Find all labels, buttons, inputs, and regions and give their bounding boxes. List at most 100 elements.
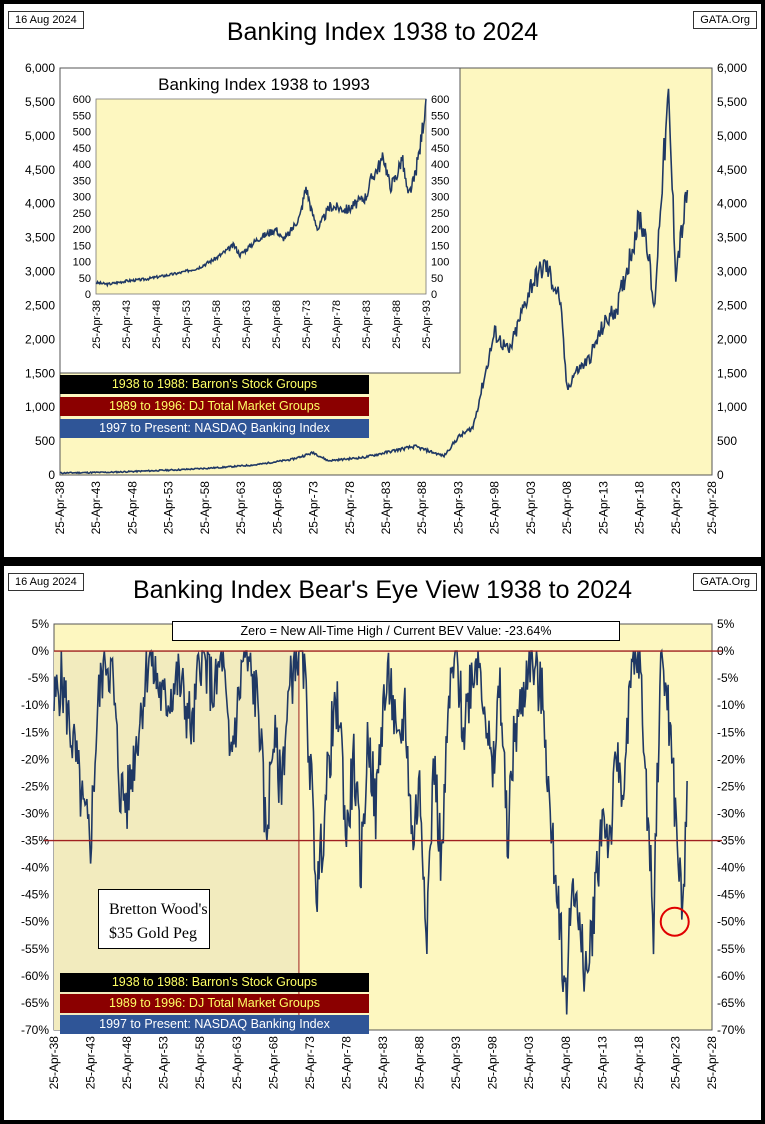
y-tick-label-left: 350 — [73, 175, 91, 187]
y-tick-label-right: -40% — [717, 861, 745, 875]
y-tick-label-right: 2,000 — [717, 332, 747, 346]
y-tick-label-right: 50 — [431, 273, 443, 285]
y-tick-label-right: -45% — [717, 888, 745, 902]
y-tick-label-left: 0% — [32, 644, 50, 658]
y-tick-label-left: 500 — [35, 434, 55, 448]
y-tick-label-right: 450 — [431, 143, 449, 155]
y-tick-label-right: 350 — [431, 175, 449, 187]
y-tick-label-right: 550 — [431, 110, 449, 122]
y-tick-label-left: 0 — [48, 468, 55, 482]
x-tick-label: 25-Apr-63 — [230, 1036, 244, 1090]
y-tick-label-right: 5% — [717, 617, 735, 631]
x-tick-label: 25-Apr-43 — [84, 1036, 98, 1090]
y-tick-label-left: -25% — [21, 779, 49, 793]
x-tick-label: 25-Apr-53 — [181, 300, 193, 349]
x-tick-label: 25-Apr-03 — [522, 1036, 536, 1090]
bottom-legend-nasdaq: 1997 to Present: NASDAQ Banking Index — [60, 1015, 369, 1034]
x-tick-label: 25-Apr-68 — [266, 1036, 280, 1090]
y-tick-label-left: -10% — [21, 698, 49, 712]
y-tick-label-right: 100 — [431, 257, 449, 269]
x-tick-label: 25-Apr-63 — [234, 481, 248, 535]
y-tick-label-right: -10% — [717, 698, 745, 712]
bretton-note-line2: $35 Gold Peg — [109, 925, 197, 942]
x-tick-label: 25-Apr-08 — [559, 1036, 573, 1090]
x-tick-label: 25-Apr-18 — [633, 481, 647, 535]
x-tick-label: 25-Apr-88 — [415, 481, 429, 535]
y-tick-label-left: 50 — [79, 273, 91, 285]
y-tick-label-left: 2,500 — [25, 298, 55, 312]
y-tick-label-left: 4,000 — [25, 197, 55, 211]
y-tick-label-left: -70% — [21, 1023, 49, 1037]
top-date-label: 16 Aug 2024 — [8, 11, 84, 29]
bottom-legend-barrons: 1938 to 1988: Barron's Stock Groups — [60, 973, 369, 992]
y-tick-label-left: 150 — [73, 240, 91, 252]
x-tick-label: 25-Apr-23 — [668, 1036, 682, 1090]
y-tick-label-right: 1,000 — [717, 400, 747, 414]
y-tick-label-left: -20% — [21, 752, 49, 766]
y-tick-label-left: -35% — [21, 834, 49, 848]
y-tick-label-right: 3,000 — [717, 265, 747, 279]
x-tick-label: 25-Apr-13 — [596, 481, 610, 535]
bretton-woods-note: Bretton Wood's $35 Gold Peg — [98, 889, 210, 949]
x-tick-label: 25-Apr-78 — [343, 481, 357, 535]
top-chart-title: Banking Index 1938 to 2024 — [226, 18, 539, 46]
y-tick-label-right: -55% — [717, 942, 745, 956]
y-tick-label-left: 2,000 — [25, 332, 55, 346]
top-chart-panel: 0 500 1,000 1,500 2,000 2,500 3,000 3,500 4,000 4… — [4, 4, 761, 557]
y-tick-label-left: -60% — [21, 969, 49, 983]
x-tick-label: 25-Apr-38 — [53, 481, 67, 535]
top-chart-svg: 0 500 1,000 1,500 2,000 2,500 3,000 3,500 4,000 4… — [25, 61, 747, 535]
x-tick-label: 25-Apr-93 — [421, 300, 433, 349]
y-tick-label-left: 200 — [73, 224, 91, 236]
y-tick-label-left: -50% — [21, 915, 49, 929]
y-tick-label-right: 4,000 — [717, 197, 747, 211]
bottom-legend-dj: 1989 to 1996: DJ Total Market Groups — [60, 994, 369, 1013]
y-tick-label-right: 500 — [717, 434, 737, 448]
y-tick-label-left: 4,500 — [25, 163, 55, 177]
x-tick-label: 25-Apr-93 — [449, 1036, 463, 1090]
x-tick-label: 25-Apr-98 — [486, 1036, 500, 1090]
y-tick-label-right: 4,500 — [717, 163, 747, 177]
x-tick-label: 25-Apr-58 — [211, 300, 223, 349]
y-tick-label-right: 0% — [717, 644, 735, 658]
bev-series-line — [53, 648, 688, 1015]
bottom-date-label: 16 Aug 2024 — [8, 573, 84, 591]
y-tick-label-right: 3,500 — [717, 231, 747, 245]
x-tick-label: 25-Apr-48 — [125, 481, 139, 535]
y-tick-label-left: -45% — [21, 888, 49, 902]
y-tick-label-left: -15% — [21, 725, 49, 739]
y-tick-label-right: 150 — [431, 240, 449, 252]
x-tick-label: 25-Apr-68 — [270, 481, 284, 535]
y-tick-label-left: -5% — [28, 671, 50, 685]
y-tick-label-left: 100 — [73, 257, 91, 269]
legend-dj: 1989 to 1996: DJ Total Market Groups — [60, 397, 369, 416]
y-tick-label-left: 250 — [73, 208, 91, 220]
y-tick-label-right: 6,000 — [717, 61, 747, 75]
y-tick-label-left: 500 — [73, 127, 91, 139]
y-tick-label-right: -70% — [717, 1023, 745, 1037]
y-tick-label-right: 1,500 — [717, 366, 747, 380]
y-tick-label-left: 300 — [73, 192, 91, 204]
y-tick-label-right: 5,000 — [717, 129, 747, 143]
y-tick-label-right: 400 — [431, 159, 449, 171]
x-tick-label: 25-Apr-13 — [595, 1036, 609, 1090]
x-tick-label: 25-Apr-23 — [669, 481, 683, 535]
x-tick-label: 25-Apr-68 — [271, 300, 283, 349]
y-tick-label-left: 5,000 — [25, 129, 55, 143]
y-tick-label-left: 5,500 — [25, 95, 55, 109]
x-tick-label: 25-Apr-73 — [301, 300, 313, 349]
x-tick-label: 25-Apr-28 — [705, 1036, 719, 1090]
x-tick-label: 25-Apr-28 — [705, 481, 719, 535]
y-tick-label-left: -65% — [21, 996, 49, 1010]
y-tick-label-right: 200 — [431, 224, 449, 236]
bottom-source-label: GATA.Org — [693, 573, 757, 591]
y-tick-label-left: 600 — [73, 94, 91, 106]
y-tick-label-left: 3,000 — [25, 265, 55, 279]
inset-series-line — [95, 98, 427, 288]
y-tick-label-right: -20% — [717, 752, 745, 766]
x-tick-label: 25-Apr-08 — [560, 481, 574, 535]
bottom-chart-panel: 5% 0% -5% -10% -15% -20% -25% -30% -35% -40% -45% -… — [4, 566, 761, 1120]
y-tick-label-right: -15% — [717, 725, 745, 739]
x-tick-label: 25-Apr-53 — [162, 481, 176, 535]
y-tick-label-left: -55% — [21, 942, 49, 956]
